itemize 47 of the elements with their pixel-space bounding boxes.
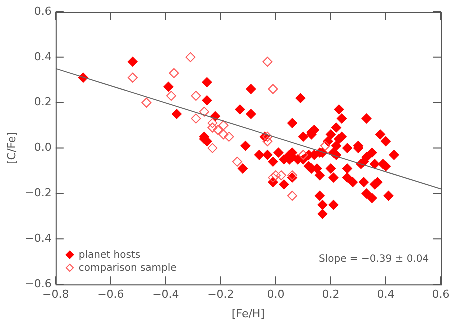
x-axis-title: [Fe/H] [232, 307, 265, 320]
y-tick-label: −0.2 [25, 186, 52, 200]
x-tick-label: 0.6 [432, 288, 450, 302]
point [276, 170, 286, 181]
x-tick-label: 0.2 [322, 288, 340, 302]
y-tick-label: 0.4 [34, 50, 52, 64]
y-tick-label: 0.6 [34, 4, 52, 18]
point [270, 170, 281, 181]
point [232, 156, 242, 167]
x-tick-label: −0.2 [208, 288, 234, 302]
x-tick-label: 0.0 [267, 288, 285, 302]
y-axis-title: [C/Fe] [5, 132, 18, 165]
legend-label: planet hosts [78, 248, 141, 262]
x-tick-label: −0.6 [98, 288, 124, 302]
point [218, 120, 229, 131]
point [268, 172, 278, 183]
x-tick-label: −0.4 [152, 288, 180, 302]
point [208, 118, 218, 128]
point [142, 98, 152, 108]
point [186, 52, 196, 62]
point [218, 130, 229, 140]
point [169, 68, 180, 78]
point [166, 91, 176, 102]
point [298, 150, 308, 160]
y-tick-label: 0.0 [34, 141, 52, 154]
point [262, 136, 273, 146]
annotation: Slope = −0.39 ± 0.04 [319, 254, 430, 265]
point [128, 72, 138, 83]
point [262, 56, 273, 67]
y-tick-label: −0.6 [25, 277, 52, 290]
point [191, 91, 202, 102]
x-tick-label: −0.8 [42, 288, 70, 302]
point [213, 125, 224, 136]
y-tick-label: 0.2 [34, 96, 52, 109]
point [287, 191, 298, 202]
point [199, 106, 210, 117]
point [208, 122, 218, 133]
point [268, 84, 278, 94]
point [224, 132, 234, 142]
legend-label: comparison sample [78, 262, 177, 275]
point [287, 170, 298, 181]
point [208, 143, 218, 154]
y-tick-label: −0.4 [25, 232, 52, 246]
x-tick-label: 0.4 [377, 288, 395, 302]
point [320, 141, 330, 152]
point [191, 114, 202, 124]
point [262, 132, 273, 142]
